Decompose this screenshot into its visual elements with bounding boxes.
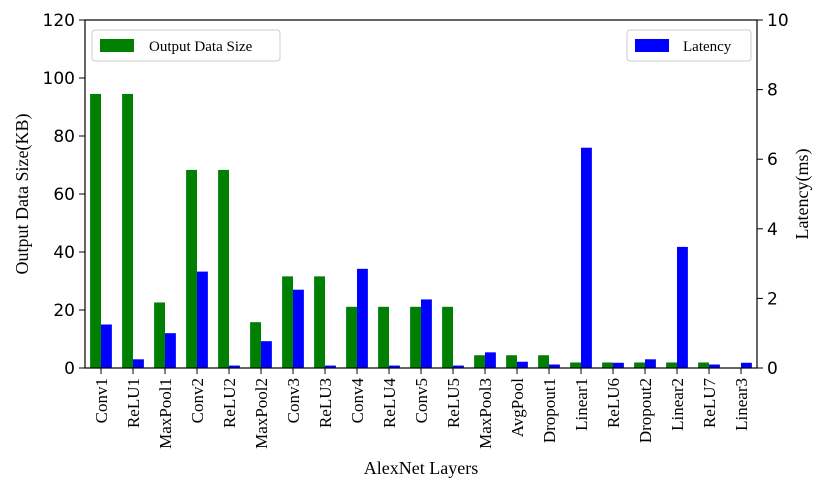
x-tick-label-conv1: Conv1	[92, 378, 111, 423]
legend-label-output-data-size: Output Data Size	[149, 39, 253, 55]
bar-latency-linear2	[677, 246, 688, 368]
bar-latency-avgpool	[517, 361, 528, 368]
x-tick-label-linear1: Linear1	[572, 378, 591, 431]
left-y-tick-label: 80	[53, 127, 75, 147]
x-tick-label-relu4: ReLU4	[380, 378, 399, 429]
bar-output-data-size-conv4	[346, 306, 357, 368]
bar-output-data-size-maxpool1	[154, 302, 165, 368]
right-y-tick-label: 8	[767, 81, 778, 101]
x-tick-label-linear3: Linear3	[732, 378, 751, 431]
bar-latency-maxpool1	[165, 333, 176, 368]
bar-output-data-size-relu4	[378, 306, 389, 368]
left-y-axis-title: Output Data Size(KB)	[12, 114, 33, 275]
bar-latency-relu3	[325, 365, 336, 368]
right-y-axis-title: Latency(ms)	[792, 149, 813, 240]
bar-output-data-size-conv2	[186, 169, 197, 368]
legend-label-latency: Latency	[683, 39, 732, 55]
bar-latency-conv1	[101, 324, 112, 368]
legend-latency: Latency	[626, 29, 752, 62]
bar-output-data-size-avgpool	[506, 355, 517, 368]
legend-swatch-output-data-size	[100, 39, 134, 52]
x-tick-label-maxpool2: MaxPool2	[252, 378, 271, 449]
x-tick-label-conv5: Conv5	[412, 378, 431, 423]
bar-output-data-size-linear1	[570, 362, 581, 368]
bar-output-data-size-relu1	[122, 93, 133, 368]
bar-output-data-size-maxpool3	[474, 355, 485, 368]
bars-layer	[90, 93, 752, 368]
legend-box	[626, 29, 752, 62]
bar-output-data-size-linear2	[666, 362, 677, 368]
bar-latency-relu1	[133, 359, 144, 368]
x-tick-label-linear2: Linear2	[668, 378, 687, 431]
x-tick-label-avgpool: AvgPool	[508, 378, 527, 437]
legend-swatch-latency	[635, 39, 669, 52]
left-y-tick-label: 100	[43, 69, 75, 89]
bar-output-data-size-dropout2	[634, 362, 645, 368]
x-tick-label-maxpool1: MaxPool1	[156, 378, 175, 449]
right-y-tick-label: 4	[767, 220, 778, 240]
right-y-tick-label: 0	[767, 359, 778, 379]
bar-latency-conv3	[293, 289, 304, 368]
legend-box	[91, 29, 281, 62]
x-tick-label-conv4: Conv4	[348, 378, 367, 424]
x-tick-label-conv3: Conv3	[284, 378, 303, 423]
bar-latency-conv2	[197, 271, 208, 368]
bar-latency-dropout2	[645, 359, 656, 368]
x-tick-label-maxpool3: MaxPool3	[476, 378, 495, 449]
bar-output-data-size-relu6	[602, 362, 613, 368]
right-y-tick-label: 2	[767, 289, 778, 309]
bar-latency-relu2	[229, 365, 240, 368]
x-tick-label-dropout2: Dropout2	[636, 378, 655, 443]
x-tick-label-relu7: ReLU7	[700, 378, 719, 429]
bar-output-data-size-relu2	[218, 169, 229, 368]
bar-latency-conv4	[357, 268, 368, 368]
bar-output-data-size-relu7	[698, 362, 709, 368]
left-y-tick-label: 0	[64, 359, 75, 379]
bar-latency-dropout1	[549, 364, 560, 368]
bar-output-data-size-conv1	[90, 93, 101, 368]
x-tick-label-relu1: ReLU1	[124, 378, 143, 428]
left-y-tick-label: 60	[53, 185, 75, 205]
left-y-tick-label: 20	[53, 301, 75, 321]
bar-latency-conv5	[421, 299, 432, 368]
x-axis-title: AlexNet Layers	[364, 458, 478, 478]
bar-output-data-size-maxpool2	[250, 322, 261, 368]
bar-latency-maxpool3	[485, 352, 496, 368]
ticks-layer: 0 20 40 60 80 100 120 0 2 4 6 8 10 Conv1 ReLU1 MaxPool1…	[43, 11, 789, 449]
right-y-tick-label: 10	[767, 11, 789, 31]
right-y-tick-label: 6	[767, 150, 778, 170]
bar-output-data-size-conv3	[282, 276, 293, 368]
bar-output-data-size-relu3	[314, 276, 325, 368]
x-tick-label-relu2: ReLU2	[220, 378, 239, 428]
bar-output-data-size-relu5	[442, 306, 453, 368]
bar-latency-relu7	[709, 364, 720, 368]
bar-latency-maxpool2	[261, 341, 272, 368]
bar-latency-linear1	[581, 147, 592, 368]
left-y-tick-label: 120	[43, 11, 75, 31]
bar-output-data-size-dropout1	[538, 355, 549, 368]
x-tick-label-relu3: ReLU3	[316, 378, 335, 428]
x-tick-label-relu6: ReLU6	[604, 378, 623, 428]
x-tick-label-relu5: ReLU5	[444, 378, 463, 428]
bar-latency-relu6	[613, 362, 624, 368]
left-y-tick-label: 40	[53, 243, 75, 263]
legend-output-data-size: Output Data Size	[91, 29, 281, 62]
bar-latency-linear3	[741, 362, 752, 368]
x-tick-label-conv2: Conv2	[188, 378, 207, 423]
bar-latency-relu5	[453, 365, 464, 368]
bar-latency-relu4	[389, 365, 400, 368]
x-tick-label-dropout1: Dropout1	[540, 378, 559, 443]
bar-output-data-size-conv5	[410, 306, 421, 368]
